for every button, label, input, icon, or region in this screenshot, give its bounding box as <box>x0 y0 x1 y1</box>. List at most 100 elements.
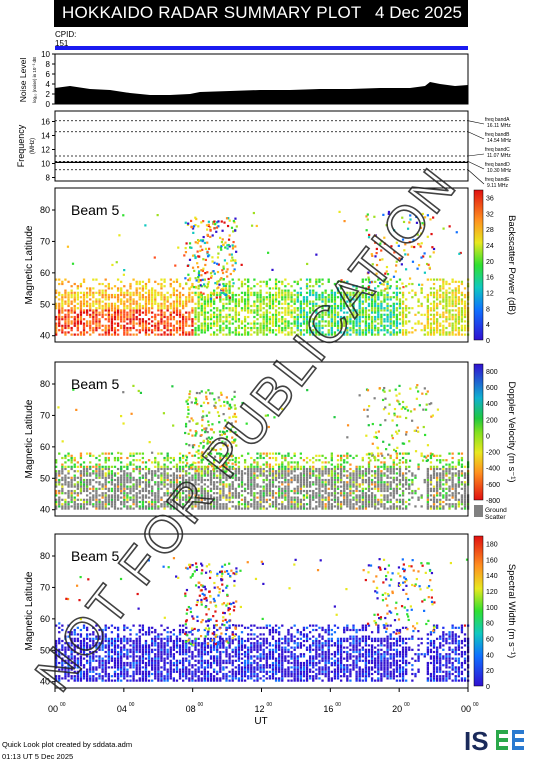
heatmap-cell <box>250 291 253 294</box>
heatmap-cell <box>460 483 464 486</box>
heatmap-cell <box>395 326 399 330</box>
heatmap-cell <box>58 311 61 314</box>
heatmap-cell <box>305 329 309 332</box>
heatmap-cell <box>460 459 464 462</box>
heatmap-cell <box>352 489 355 493</box>
heatmap-cell <box>287 487 290 490</box>
heatmap-cell <box>265 333 268 336</box>
heatmap-cell <box>243 324 247 327</box>
heatmap-cell <box>445 487 448 490</box>
heatmap-cell <box>401 472 405 475</box>
heatmap-cell <box>231 259 235 262</box>
heatmap-cell <box>191 324 194 327</box>
heatmap-cell <box>200 322 203 325</box>
heatmap-cell <box>454 320 457 323</box>
heatmap-cell <box>178 302 182 305</box>
heatmap-cell <box>451 472 454 475</box>
heatmap-cell <box>454 496 457 499</box>
heatmap-cell <box>123 296 126 299</box>
heatmap-cell <box>126 478 129 482</box>
heatmap-cell <box>380 249 383 252</box>
heatmap-cell <box>315 505 318 508</box>
heatmap-cell <box>349 296 352 299</box>
heatmap-cell <box>308 326 312 330</box>
heatmap-cell <box>454 485 457 488</box>
heatmap-cell <box>435 291 439 294</box>
heatmap-cell <box>435 476 439 479</box>
heatmap-cell <box>365 215 368 218</box>
heatmap-cell <box>463 503 467 506</box>
heatmap-cell <box>265 483 268 486</box>
heatmap-cell <box>463 309 467 312</box>
heatmap-cell <box>299 478 303 482</box>
heatmap-cell <box>187 278 190 282</box>
heatmap-cell <box>126 456 129 460</box>
heatmap-cell <box>401 478 405 482</box>
heatmap-cell <box>122 214 125 217</box>
heatmap-cell <box>247 302 250 305</box>
heatmap-cell <box>299 498 303 501</box>
heatmap-cell <box>432 322 436 325</box>
heatmap-cell <box>203 492 206 495</box>
heatmap-cell <box>395 302 399 305</box>
heatmap-cell <box>191 254 195 257</box>
heatmap-cell <box>144 282 148 286</box>
heatmap-cell <box>104 302 107 305</box>
heatmap-cell <box>132 278 135 281</box>
heatmap-cell <box>110 481 114 484</box>
heatmap-cell <box>250 224 254 227</box>
heatmap-cell <box>340 279 343 282</box>
heatmap-cell <box>186 223 190 226</box>
heatmap-cell <box>243 318 247 321</box>
heatmap-cell <box>386 320 389 323</box>
heatmap-cell <box>361 483 364 486</box>
heatmap-cell <box>463 293 467 297</box>
heatmap-cell <box>426 322 429 325</box>
heatmap-cell <box>203 309 206 312</box>
heatmap-cell <box>240 476 244 479</box>
heatmap-cell <box>333 282 337 286</box>
heatmap-cell <box>188 298 191 301</box>
heatmap-cell <box>451 329 454 332</box>
heatmap-cell <box>358 307 361 310</box>
heatmap-cell <box>212 311 216 314</box>
heatmap-cell <box>299 324 303 327</box>
heatmap-cell <box>253 300 256 303</box>
heatmap-cell <box>373 215 376 218</box>
heatmap-cell <box>101 500 104 504</box>
heatmap-cell <box>290 333 293 336</box>
heatmap-cell <box>367 496 371 499</box>
heatmap-cell <box>426 311 429 314</box>
heatmap-cell <box>234 507 237 510</box>
heatmap-cell <box>115 261 118 264</box>
heatmap-cell <box>429 489 433 493</box>
heatmap-cell <box>138 313 141 316</box>
heatmap-cell <box>336 307 340 310</box>
heatmap-cell <box>327 278 330 281</box>
heatmap-cell <box>138 500 141 504</box>
heatmap-cell <box>432 302 436 305</box>
heatmap-cell <box>73 300 76 303</box>
heatmap-cell <box>216 320 219 323</box>
heatmap-cell <box>113 315 117 319</box>
heatmap-cell <box>389 322 392 325</box>
heatmap-cell <box>271 307 275 310</box>
heatmap-cell <box>231 496 234 499</box>
heatmap-cell <box>206 311 210 314</box>
heatmap-cell <box>361 503 364 506</box>
heatmap-cell <box>383 278 386 281</box>
heatmap-cell <box>281 465 284 468</box>
heatmap-cell <box>253 293 256 297</box>
heatmap-cell <box>374 503 377 506</box>
heatmap-cell <box>364 333 368 336</box>
heatmap-cell <box>432 291 436 294</box>
heatmap-cell <box>175 293 179 297</box>
heatmap-cell <box>336 311 340 314</box>
heatmap-cell <box>61 311 64 314</box>
heatmap-cell <box>85 498 89 501</box>
heatmap-cell <box>352 496 355 499</box>
heatmap-cell <box>330 505 333 508</box>
heatmap-cell <box>151 461 154 464</box>
heatmap-cell <box>256 282 259 286</box>
heatmap-cell <box>222 485 225 488</box>
